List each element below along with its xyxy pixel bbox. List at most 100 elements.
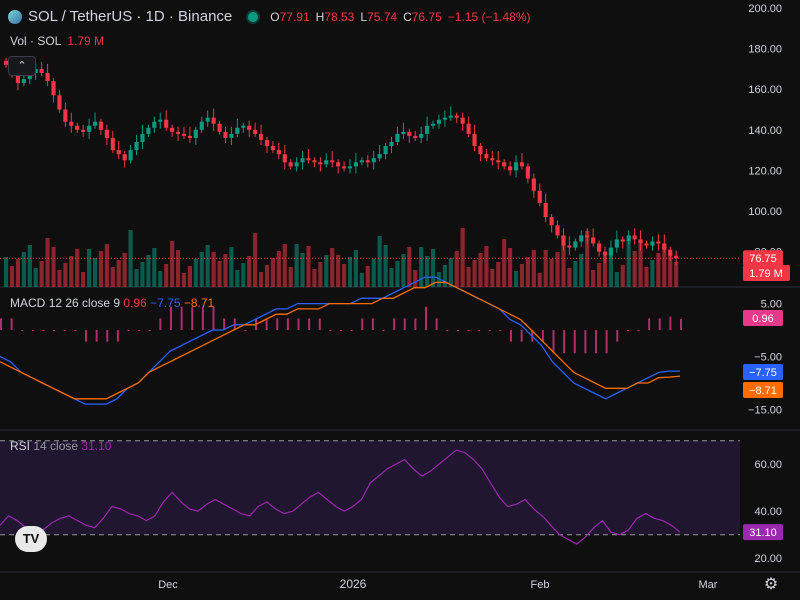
candle-body: [513, 162, 519, 171]
candle-body: [502, 162, 507, 167]
collapse-icon[interactable]: ⌃: [8, 56, 36, 76]
volume-bar: [525, 257, 530, 287]
candle-body: [407, 131, 412, 136]
symbol-title[interactable]: SOL / TetherUS · 1D · Binance: [28, 8, 233, 25]
macd-axis-tick: −5.00: [754, 352, 782, 364]
candle-body: [116, 150, 121, 155]
volume-bar: [638, 244, 643, 287]
volume-bar: [401, 254, 406, 287]
volume-bar: [602, 256, 608, 287]
settings-icon[interactable]: ⚙: [763, 576, 779, 593]
macd-value-label: −7.75: [749, 367, 777, 379]
macd-histogram-bar: [573, 330, 576, 354]
macd-histogram-bar: [223, 318, 226, 331]
candle-body: [229, 133, 234, 138]
candle-body: [484, 154, 489, 159]
candle-body: [175, 131, 181, 134]
candle-body: [253, 129, 258, 134]
macd-histogram-bar: [318, 318, 321, 331]
candle-body: [573, 241, 578, 248]
volume-legend[interactable]: Vol · SOL 1.79 M: [10, 34, 105, 48]
time-axis-tick: Mar: [699, 579, 718, 591]
volume-bar: [472, 260, 477, 287]
macd-histogram-bar: [286, 318, 289, 331]
volume-bar: [152, 248, 157, 287]
volume-bar: [353, 250, 359, 287]
candle-body: [104, 129, 109, 138]
volume-bar: [543, 250, 548, 287]
volume-bar: [110, 267, 115, 287]
candle-body: [241, 125, 246, 128]
volume-bar: [229, 247, 234, 287]
volume-bar: [98, 251, 104, 287]
volume-bar: [193, 259, 198, 287]
price-axis-tick: 120.00: [748, 165, 782, 177]
tradingview-logo-icon[interactable]: TV: [15, 526, 47, 552]
macd-histogram-bar: [648, 318, 651, 331]
volume-bar: [294, 244, 299, 287]
volume-bar: [146, 255, 151, 287]
price-axis-tick: 100.00: [748, 206, 782, 218]
volume-bar: [442, 265, 447, 287]
volume-bar: [425, 256, 430, 287]
macd-legend[interactable]: MACD 12 26 close 9 0.96 −7.75 −8.71: [10, 296, 215, 310]
macd-histogram-bar: [159, 318, 162, 331]
candle-body: [674, 255, 679, 259]
macd-histogram-bar: [478, 330, 481, 332]
candle-body: [371, 158, 376, 163]
macd-histogram-bar: [170, 306, 172, 331]
macd-histogram-bar: [520, 330, 523, 342]
candle-body: [128, 150, 133, 161]
volume-bar: [591, 270, 596, 287]
volume-bar: [454, 251, 459, 287]
rsi-legend[interactable]: RSI 14 close 31.10: [10, 439, 112, 453]
volume-bar: [614, 272, 619, 287]
volume-bar: [502, 239, 507, 287]
macd-histogram-bar: [669, 316, 672, 331]
macd-histogram-bar: [138, 330, 141, 332]
volume-bar: [318, 262, 323, 287]
candle-body: [75, 125, 80, 130]
volume-bar: [51, 247, 56, 287]
candle-body: [164, 119, 169, 128]
time-axis-tick: Feb: [531, 579, 550, 591]
volume-bar: [258, 272, 264, 287]
macd-histogram-bar: [361, 318, 364, 331]
volume-bar: [122, 253, 127, 287]
macd-histogram-bar: [340, 330, 342, 332]
volume-bar: [644, 267, 649, 287]
candle-body: [51, 81, 56, 96]
price-axis-tick: 180.00: [748, 44, 782, 56]
candle-body: [395, 133, 400, 142]
volume-bar: [324, 255, 329, 287]
volume-bar: [407, 247, 412, 287]
volume-bar: [484, 246, 489, 287]
volume-bar: [104, 244, 109, 287]
price-axis-tick: 140.00: [748, 125, 782, 137]
volume-bar: [383, 245, 388, 287]
candle-body: [490, 158, 495, 161]
volume-bar: [75, 249, 80, 287]
macd-histogram-bar: [488, 330, 491, 332]
macd-value-badge: [743, 382, 783, 398]
macd-histogram-bar: [563, 330, 566, 354]
candle-body: [170, 127, 175, 132]
macd-histogram-bar: [414, 318, 417, 331]
macd-histogram-bar: [42, 330, 45, 332]
macd-histogram-bar: [21, 330, 24, 332]
candle-body: [656, 241, 661, 244]
candle-body: [57, 95, 62, 110]
volume-bar: [205, 245, 210, 287]
candle-body: [466, 123, 471, 134]
ohlc-values: O77.91 H78.53 L75.74 C76.75 −1.15 (−1.48…: [270, 9, 531, 24]
macd-histogram-bar: [541, 330, 544, 342]
candle-body: [247, 125, 252, 130]
volume-bar: [21, 252, 26, 287]
candle-body: [602, 251, 608, 256]
market-open-dot-icon: [248, 11, 259, 22]
candle-body: [4, 60, 9, 65]
candle-body: [454, 115, 459, 118]
volume-bar: [336, 255, 341, 287]
volume-bar: [223, 254, 228, 287]
